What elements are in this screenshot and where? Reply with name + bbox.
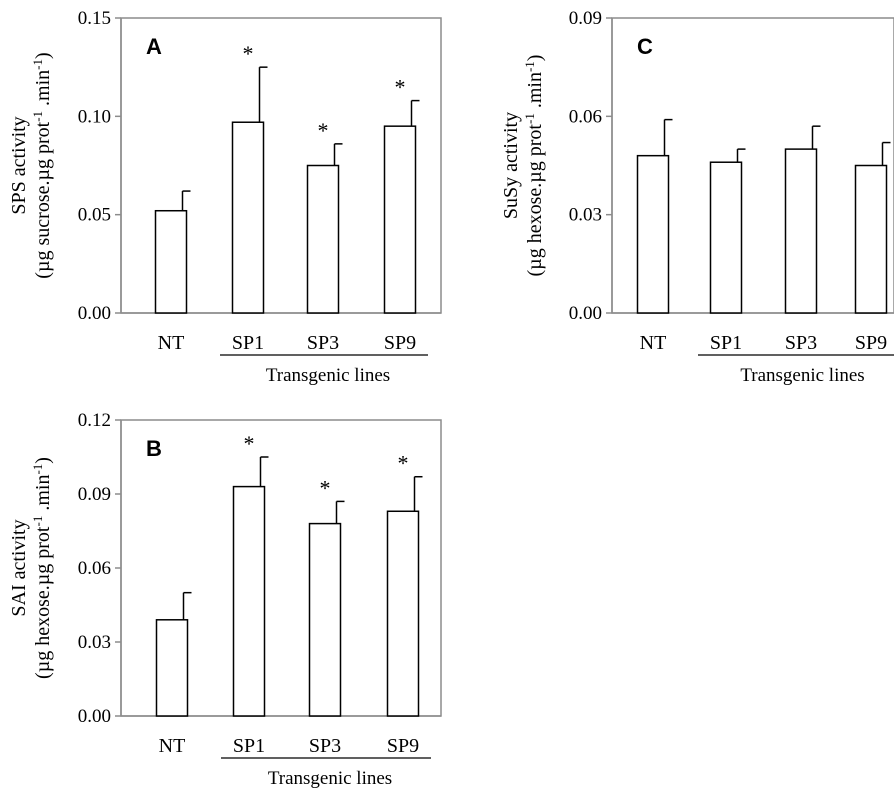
bar-sp9 (383, 125, 417, 314)
y-axis-title: SPS activity (8, 116, 30, 214)
bar-sp3 (308, 522, 342, 717)
y-tick-label: 0.05 (78, 205, 111, 226)
units-text: .min (524, 72, 546, 113)
x-tick-label: SP1 (710, 332, 742, 354)
bar-sp3 (306, 164, 340, 314)
bar-nt (636, 154, 670, 314)
chart-panel-b: 0.00 0.03 0.06 0.09 0.12 B NT * SP1 * SP3 * SP9 Trans… (8, 410, 442, 789)
superscript: -1 (30, 516, 45, 527)
chart-panel-a: 0.00 0.05 0.10 0.15 A NT * SP1 * SP3 * SP9 Transgeni… (8, 8, 442, 386)
panel-label: C (637, 34, 653, 59)
bar-sp3 (784, 148, 818, 314)
bar-nt (154, 209, 188, 314)
units-text: (µg hexose.µg prot (32, 526, 54, 679)
units-text: (µg hexose.µg prot (524, 124, 546, 277)
y-tick-label: 0.03 (569, 205, 602, 226)
bar-nt (155, 619, 189, 717)
units-text: ) (524, 55, 546, 62)
x-tick-label: SP1 (232, 332, 264, 354)
bar-sp1 (231, 121, 265, 314)
bar-sp9 (386, 510, 420, 717)
chart-panel-c: 0.00 0.03 0.06 0.09 C NT SP1 SP3 SP9 Transgenic l… (500, 8, 894, 386)
x-tick-label: SP1 (233, 735, 265, 757)
bar-sp1 (232, 485, 266, 717)
y-tick-label: 0.06 (78, 558, 111, 579)
bar-sp9 (854, 164, 888, 314)
significance-star: * (398, 451, 409, 476)
units-text: .min (32, 70, 54, 111)
x-tick-label: SP9 (387, 735, 419, 757)
superscript: -1 (30, 59, 45, 70)
y-tick-label: 0.12 (78, 410, 111, 431)
x-tick-label: SP9 (384, 332, 416, 354)
x-tick-label: NT (640, 332, 667, 354)
panel-label: B (146, 436, 162, 461)
x-tick-label: SP9 (855, 332, 887, 354)
x-tick-label: NT (158, 332, 185, 354)
group-label: Transgenic lines (266, 365, 390, 386)
y-tick-label: 0.15 (78, 8, 111, 29)
x-tick-label: SP3 (309, 735, 341, 757)
y-tick-label: 0.09 (569, 8, 602, 29)
x-tick-label: NT (159, 735, 186, 757)
superscript: -1 (522, 113, 537, 124)
significance-star: * (320, 475, 331, 500)
superscript: -1 (30, 111, 45, 122)
panel-label: A (146, 34, 162, 59)
x-tick-label: SP3 (307, 332, 339, 354)
superscript: -1 (30, 464, 45, 475)
y-axis-units: (µg hexose.µg prot-1 .min-1) (30, 457, 55, 679)
y-tick-label: 0.06 (569, 106, 602, 127)
y-axis-units: (µg sucrose.µg prot-1 .min-1) (30, 52, 55, 278)
y-tick-label: 0.00 (569, 303, 602, 324)
units-text: ) (32, 52, 54, 59)
y-axis-units: (µg hexose.µg prot-1 .min-1) (522, 55, 547, 277)
units-text: .min (32, 475, 54, 516)
significance-star: * (244, 431, 255, 456)
superscript: -1 (522, 61, 537, 72)
significance-star: * (395, 75, 406, 100)
units-text: (µg sucrose.µg prot (32, 121, 54, 278)
x-tick-label: SP3 (785, 332, 817, 354)
y-tick-label: 0.00 (78, 303, 111, 324)
y-tick-label: 0.10 (78, 106, 111, 127)
group-label: Transgenic lines (268, 768, 392, 789)
significance-star: * (243, 41, 254, 66)
y-tick-label: 0.03 (78, 632, 111, 653)
y-tick-label: 0.00 (78, 706, 111, 727)
group-label: Transgenic lines (740, 365, 864, 386)
y-tick-label: 0.09 (78, 484, 111, 505)
bar-sp1 (709, 161, 743, 314)
y-axis-title: SuSy activity (500, 112, 522, 219)
significance-star: * (318, 118, 329, 143)
units-text: ) (32, 457, 54, 464)
y-axis-title: SAI activity (8, 519, 30, 616)
